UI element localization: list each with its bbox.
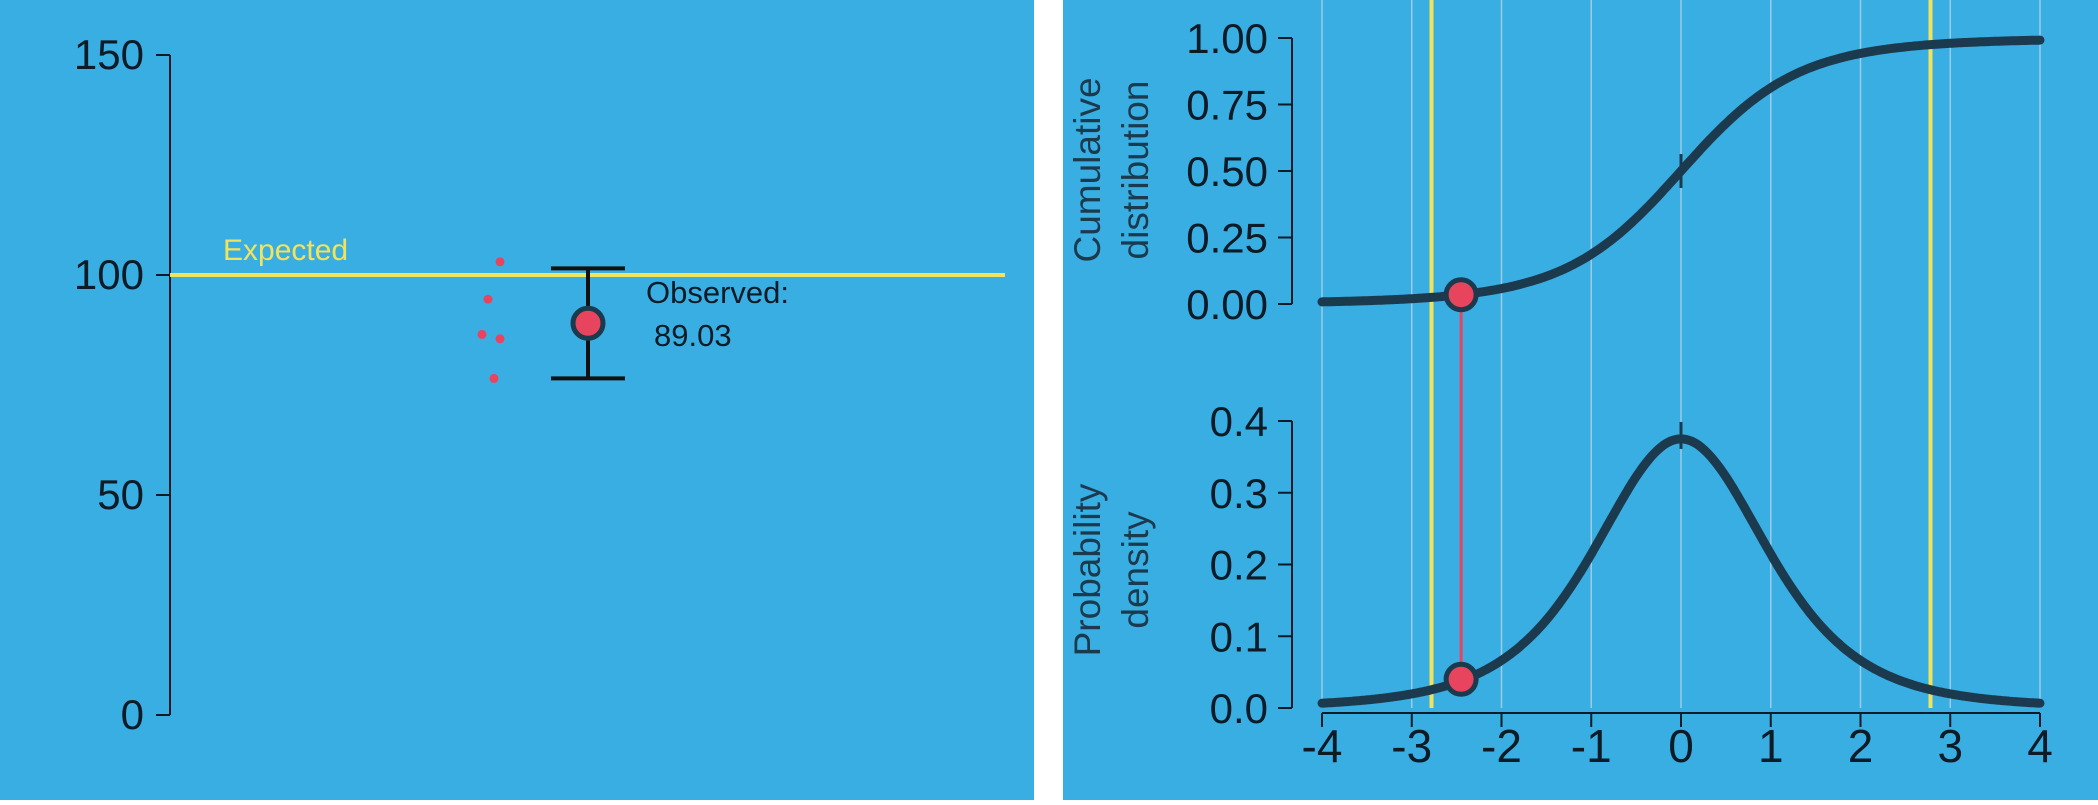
sample-point xyxy=(495,257,505,267)
cdf-y-axis-label-line2: distribution xyxy=(1115,81,1156,260)
cdf-y-tick-label: 0.25 xyxy=(1186,215,1268,262)
x-tick-label: -3 xyxy=(1391,720,1432,772)
cdf-y-tick-label: 0.75 xyxy=(1186,82,1268,129)
observed-group: Observed: 89.03 xyxy=(551,266,789,381)
left-y-tick-label: 100 xyxy=(74,251,144,298)
sample-point xyxy=(489,373,499,383)
left-panel: 0 50 100 150 Expected Observed: 89.03 xyxy=(74,31,1005,738)
observed-value: 89.03 xyxy=(654,318,732,353)
cdf-y-axis: 0.00 0.25 0.50 0.75 1.00 xyxy=(1186,15,1293,328)
cdf-y-tick-label: 1.00 xyxy=(1186,15,1268,62)
left-y-tick-label: 50 xyxy=(97,471,144,518)
critical-value-lines xyxy=(1429,0,1933,708)
right-panel: 0.000.250.500.751.00 0.00.10.20.30.4 -4-… xyxy=(1067,0,2053,772)
left-y-tick-label: 0 xyxy=(121,691,144,738)
sample-point xyxy=(483,294,493,304)
x-tick-label: 0 xyxy=(1668,720,1694,772)
pdf-marked-point xyxy=(1443,661,1479,697)
pdf-y-tick-label: 0.3 xyxy=(1210,470,1268,517)
left-panel-background xyxy=(0,0,1034,800)
observed-label: Observed: xyxy=(646,275,789,310)
pdf-y-tick-label: 0.1 xyxy=(1210,613,1268,660)
sample-points xyxy=(477,257,505,383)
cdf-y-tick-label: 0.00 xyxy=(1186,281,1268,328)
cdf-marked-point xyxy=(1443,277,1479,313)
left-y-axis: 0 50 100 150 xyxy=(74,31,171,738)
sample-point xyxy=(495,334,505,344)
x-tick-label: -1 xyxy=(1571,720,1612,772)
sample-point xyxy=(477,329,487,339)
pdf-y-tick-label: 0.0 xyxy=(1210,685,1268,732)
cdf-y-axis-label-line1: Cumulative xyxy=(1067,77,1108,262)
pdf-y-axis: 0.0 0.1 0.2 0.3 0.4 xyxy=(1210,398,1293,732)
x-tick-label: 3 xyxy=(1937,720,1963,772)
x-tick-label: -4 xyxy=(1302,720,1343,772)
expected-label: Expected xyxy=(223,234,348,267)
pdf-y-tick-label: 0.4 xyxy=(1210,398,1268,445)
vertical-gridlines xyxy=(1321,0,2041,708)
pdf-y-tick-label: 0.2 xyxy=(1210,542,1268,589)
right-panel-background xyxy=(1063,0,2098,800)
pdf-y-axis-label-line1: Probability xyxy=(1067,483,1108,656)
x-tick-label: 2 xyxy=(1848,720,1874,772)
cdf-y-tick-label: 0.50 xyxy=(1186,148,1268,195)
left-y-tick-label: 150 xyxy=(74,31,144,78)
x-tick-label: 4 xyxy=(2027,720,2053,772)
pdf-y-axis-label-line2: density xyxy=(1115,511,1156,629)
observed-point xyxy=(570,305,606,341)
x-tick-label: -2 xyxy=(1481,720,1522,772)
x-tick-label: 1 xyxy=(1758,720,1784,772)
pdf-x-axis: -4 -3 -2 -1 0 1 2 3 4 xyxy=(1302,712,2053,772)
